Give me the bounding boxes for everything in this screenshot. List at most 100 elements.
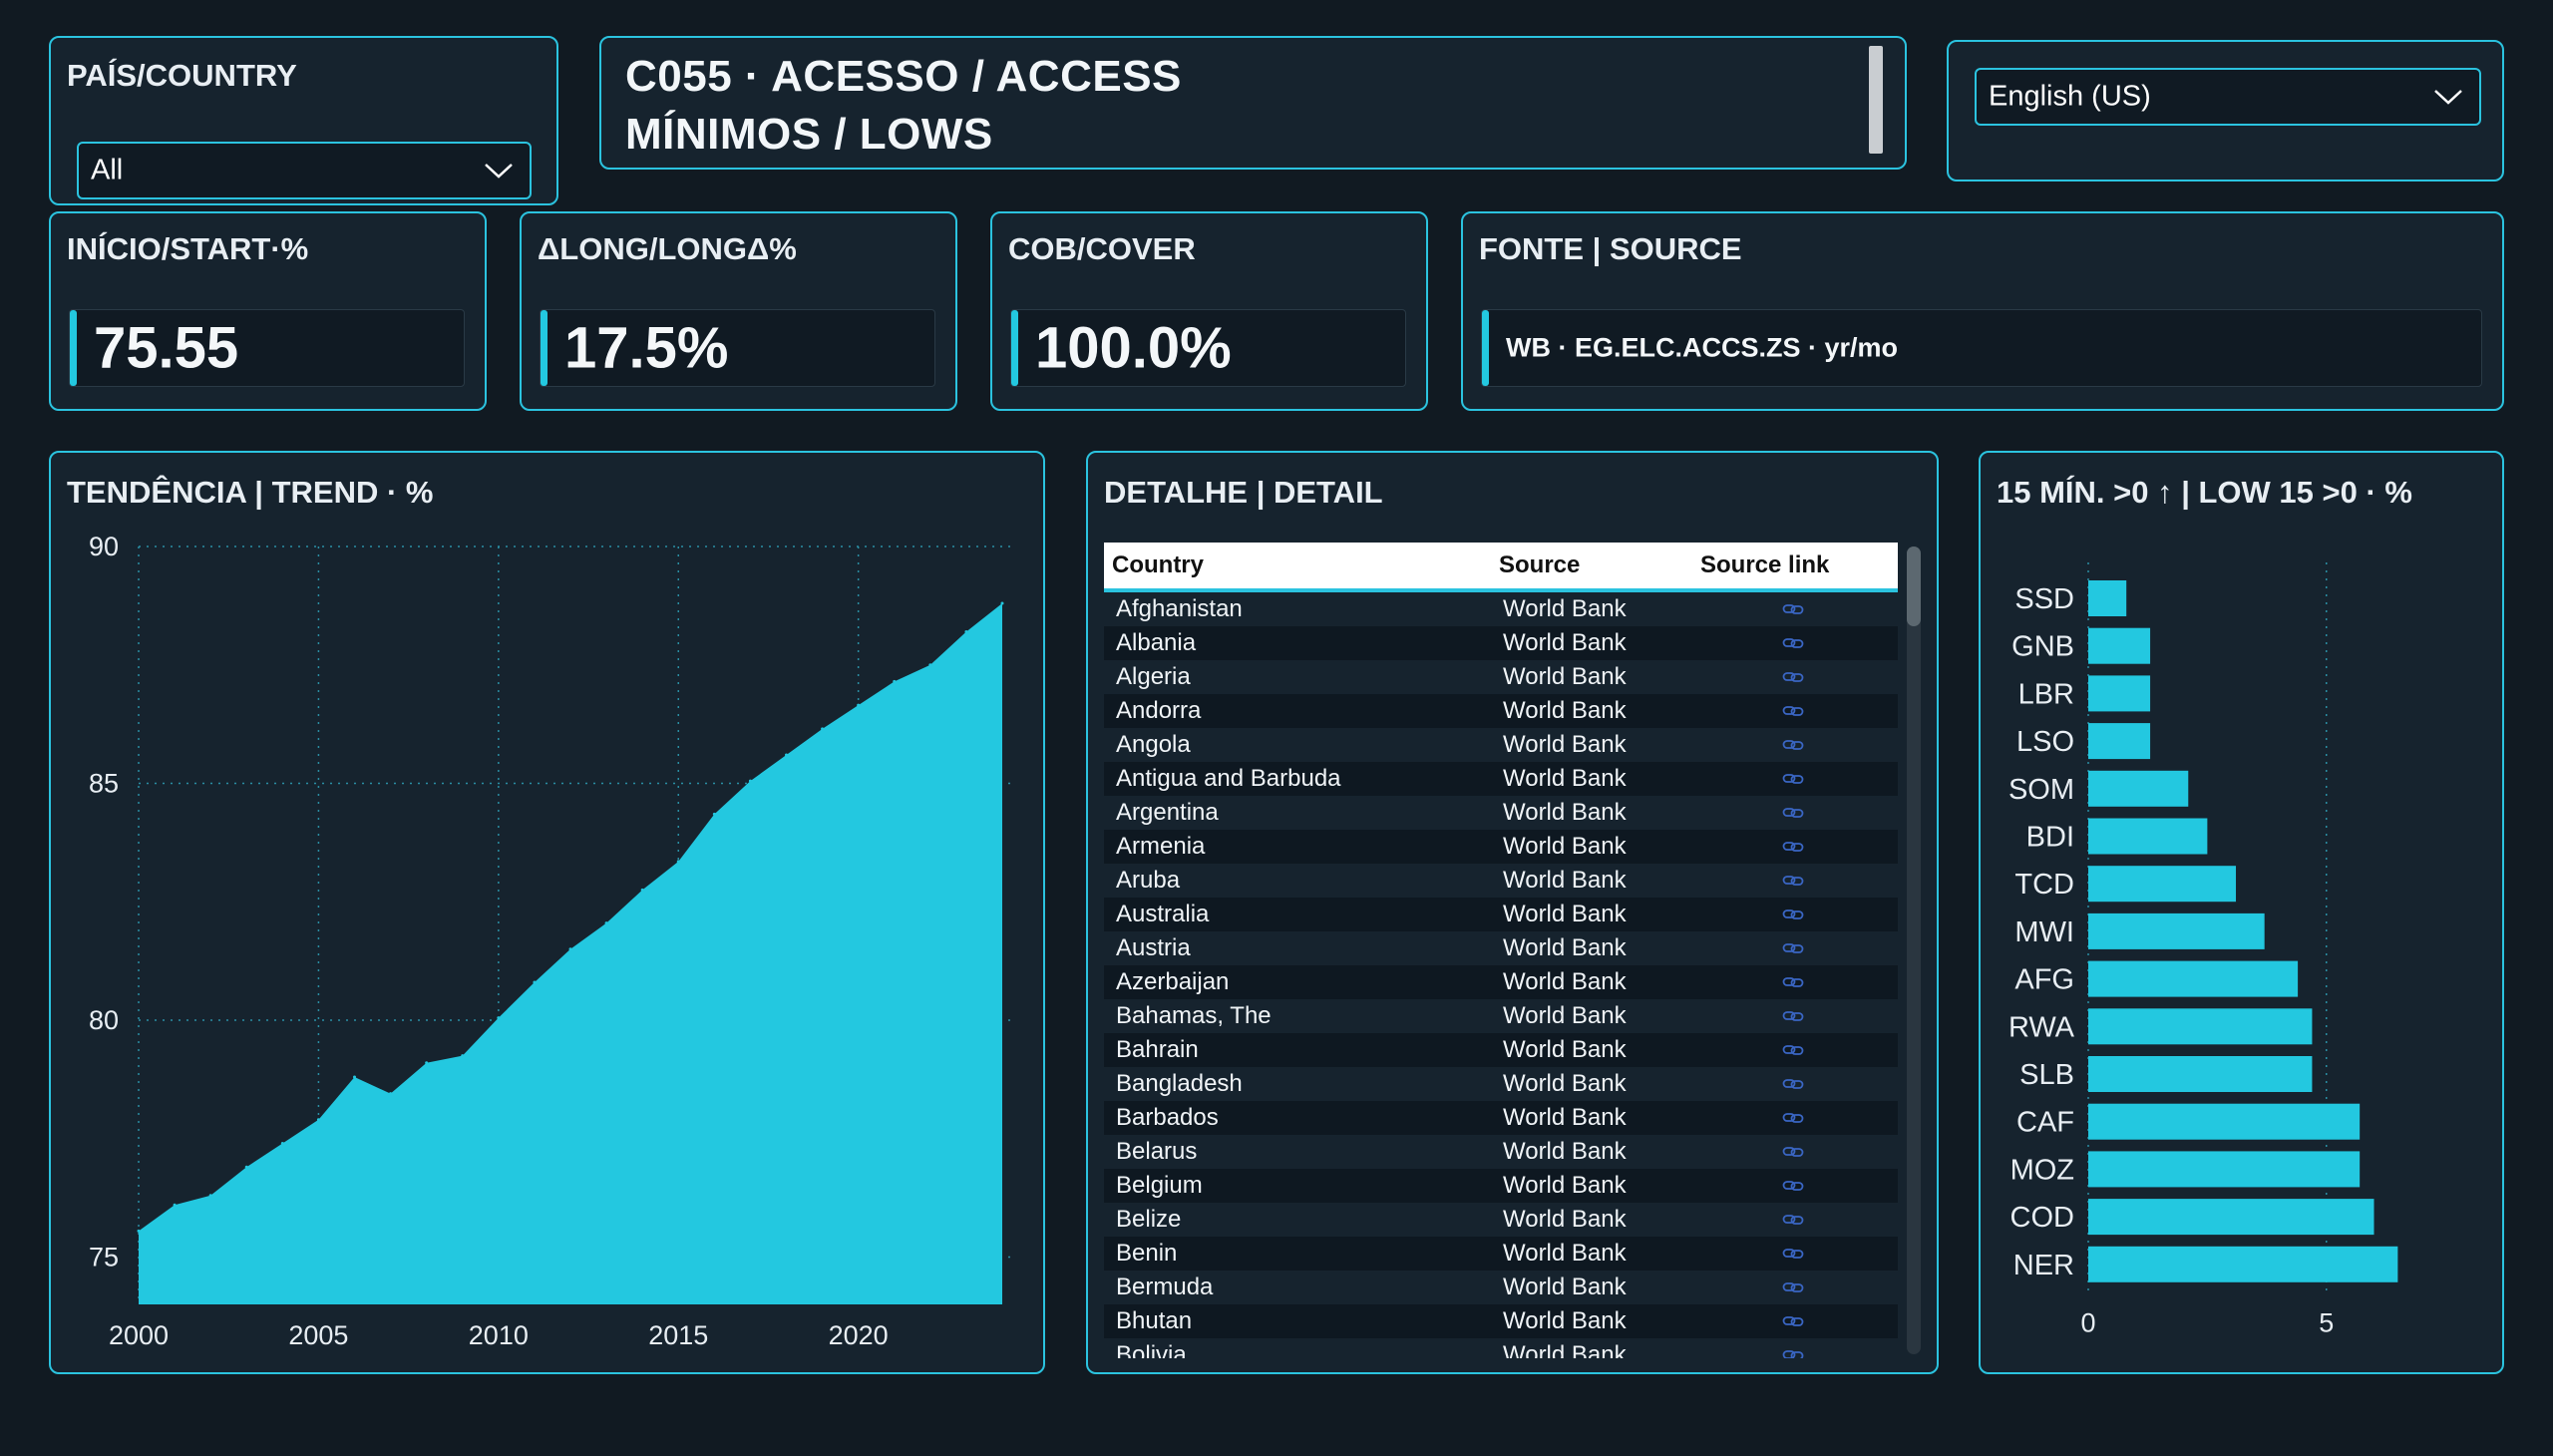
link-icon[interactable]: [1782, 806, 1804, 820]
column-header-source[interactable]: Source: [1499, 551, 1581, 578]
trend-point[interactable]: [244, 1165, 248, 1169]
trend-point[interactable]: [893, 679, 897, 683]
bar-lbr[interactable]: [2088, 675, 2151, 712]
trend-point[interactable]: [676, 860, 680, 864]
bar-rwa[interactable]: [2088, 1008, 2313, 1045]
detail-table-panel: DETALHE | DETAIL Country Source Source l…: [1086, 451, 1939, 1374]
table-row[interactable]: Armenia World Bank: [1104, 830, 1898, 864]
link-icon[interactable]: [1782, 738, 1804, 752]
link-icon[interactable]: [1782, 1009, 1804, 1023]
table-row[interactable]: Albania World Bank: [1104, 626, 1898, 660]
trend-point[interactable]: [280, 1142, 284, 1145]
link-icon[interactable]: [1782, 1247, 1804, 1261]
trend-point[interactable]: [712, 812, 716, 816]
table-row[interactable]: Benin World Bank: [1104, 1237, 1898, 1271]
trend-point[interactable]: [964, 630, 968, 633]
trend-point[interactable]: [785, 753, 788, 757]
bar-cod[interactable]: [2088, 1199, 2374, 1236]
category-label: MOZ: [2010, 1154, 2074, 1186]
link-icon[interactable]: [1782, 1179, 1804, 1193]
trend-point[interactable]: [640, 888, 644, 892]
title-scrollbar[interactable]: [1869, 46, 1883, 154]
table-row[interactable]: Algeria World Bank: [1104, 660, 1898, 694]
link-icon[interactable]: [1782, 602, 1804, 616]
column-header-source-link[interactable]: Source link: [1700, 551, 1830, 578]
link-icon[interactable]: [1782, 1043, 1804, 1057]
link-icon[interactable]: [1782, 772, 1804, 786]
trend-point[interactable]: [604, 921, 608, 925]
table-row[interactable]: Bhutan World Bank: [1104, 1304, 1898, 1338]
trend-point[interactable]: [928, 663, 932, 667]
table-row[interactable]: Antigua and Barbuda World Bank: [1104, 762, 1898, 796]
trend-point[interactable]: [353, 1075, 356, 1079]
trend-point[interactable]: [533, 980, 537, 984]
link-icon[interactable]: [1782, 1145, 1804, 1159]
trend-area[interactable]: [139, 603, 1002, 1304]
link-icon[interactable]: [1782, 1348, 1804, 1358]
link-icon[interactable]: [1782, 975, 1804, 989]
trend-point[interactable]: [389, 1092, 393, 1096]
link-icon[interactable]: [1782, 1077, 1804, 1091]
bar-lso[interactable]: [2088, 723, 2151, 760]
table-row[interactable]: Bolivia World Bank: [1104, 1338, 1898, 1358]
trend-point[interactable]: [137, 1229, 141, 1233]
trend-point[interactable]: [173, 1203, 177, 1207]
table-row[interactable]: Angola World Bank: [1104, 728, 1898, 762]
table-scrollbar[interactable]: [1907, 546, 1921, 1354]
link-icon[interactable]: [1782, 908, 1804, 921]
link-icon[interactable]: [1782, 840, 1804, 854]
trend-point[interactable]: [821, 727, 825, 731]
link-icon[interactable]: [1782, 704, 1804, 718]
trend-point[interactable]: [425, 1061, 429, 1065]
trend-point[interactable]: [497, 1016, 501, 1020]
bar-som[interactable]: [2088, 770, 2189, 807]
link-icon[interactable]: [1782, 874, 1804, 888]
table-scrollbar-thumb[interactable]: [1907, 546, 1921, 626]
bar-moz[interactable]: [2088, 1151, 2361, 1188]
table-row[interactable]: Belgium World Bank: [1104, 1169, 1898, 1203]
trend-point[interactable]: [857, 703, 861, 707]
bar-afg[interactable]: [2088, 960, 2299, 997]
table-row[interactable]: Austria World Bank: [1104, 931, 1898, 965]
trend-point[interactable]: [208, 1194, 212, 1198]
trend-point[interactable]: [568, 947, 572, 951]
table-row[interactable]: Aruba World Bank: [1104, 864, 1898, 898]
bar-tcd[interactable]: [2088, 866, 2237, 903]
link-icon[interactable]: [1782, 1280, 1804, 1294]
cell-country: Angola: [1116, 731, 1191, 758]
table-row[interactable]: Australia World Bank: [1104, 898, 1898, 931]
link-icon[interactable]: [1782, 636, 1804, 650]
link-icon[interactable]: [1782, 1213, 1804, 1227]
table-row[interactable]: Azerbaijan World Bank: [1104, 965, 1898, 999]
bar-caf[interactable]: [2088, 1103, 2361, 1140]
link-icon[interactable]: [1782, 1111, 1804, 1125]
table-row[interactable]: Andorra World Bank: [1104, 694, 1898, 728]
table-row[interactable]: Barbados World Bank: [1104, 1101, 1898, 1135]
bar-slb[interactable]: [2088, 1056, 2313, 1092]
column-header-country[interactable]: Country: [1112, 551, 1204, 578]
trend-point[interactable]: [461, 1054, 465, 1058]
country-dropdown[interactable]: All: [77, 142, 532, 199]
trend-point[interactable]: [748, 779, 752, 783]
bar-ner[interactable]: [2088, 1246, 2398, 1282]
link-icon[interactable]: [1782, 670, 1804, 684]
bar-ssd[interactable]: [2088, 580, 2127, 616]
bar-gnb[interactable]: [2088, 627, 2151, 664]
link-icon[interactable]: [1782, 1314, 1804, 1328]
table-row[interactable]: Bahrain World Bank: [1104, 1033, 1898, 1067]
cell-source: World Bank: [1503, 1002, 1627, 1029]
table-row[interactable]: Bahamas, The World Bank: [1104, 999, 1898, 1033]
language-dropdown[interactable]: English (US): [1975, 68, 2481, 126]
table-row[interactable]: Belize World Bank: [1104, 1203, 1898, 1237]
link-icon[interactable]: [1782, 941, 1804, 955]
bar-mwi[interactable]: [2088, 912, 2265, 949]
bar-bdi[interactable]: [2088, 818, 2208, 855]
kpi-accent-bar: [70, 310, 77, 386]
table-row[interactable]: Bermuda World Bank: [1104, 1271, 1898, 1304]
table-row[interactable]: Argentina World Bank: [1104, 796, 1898, 830]
table-row[interactable]: Belarus World Bank: [1104, 1135, 1898, 1169]
table-row[interactable]: Bangladesh World Bank: [1104, 1067, 1898, 1101]
trend-point[interactable]: [316, 1118, 320, 1122]
trend-point[interactable]: [1000, 601, 1004, 605]
table-row[interactable]: Afghanistan World Bank: [1104, 592, 1898, 626]
